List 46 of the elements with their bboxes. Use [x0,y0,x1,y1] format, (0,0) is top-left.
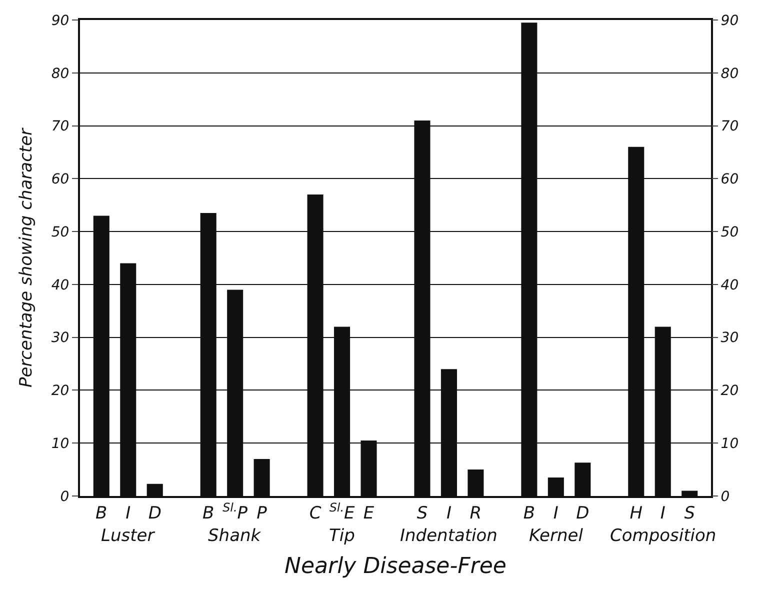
y2-tick-label: 60 [720,172,739,188]
text: Tip [329,526,356,546]
y2-tick-label: 90 [720,12,739,29]
x-tick-label: I [126,503,131,524]
y-tick-label: 20 [51,383,70,400]
y2-tick-label: 50 [720,224,739,240]
y2-tick-label: 80 [720,66,739,82]
x-tick-label: I [446,503,452,524]
text: Shank [208,526,262,546]
x-tick-label: D [576,503,590,524]
x-tick-label: P [256,503,268,524]
y2-tick-label: 70 [720,118,739,135]
x-tick-label: E [363,503,374,524]
x-tick-label: I [660,503,666,524]
y-axis-title: Percentage showing character [16,127,36,388]
y-tick-label: 10 [51,436,70,452]
y2-tick-label: 30 [720,330,739,346]
x-tick-label: S [416,503,428,524]
y-tick-label: 80 [51,66,70,82]
x-tick-label: B [202,503,214,524]
y-tick-label: 70 [51,118,70,135]
x-tick-label: C [309,503,322,524]
x-tick-label: $^{Sl.}$E [329,500,355,524]
text: Kernel [529,526,584,546]
y-tick-label: 0 [60,488,70,505]
text: Luster [101,526,156,546]
x-tick-label: S [684,503,696,524]
x-tick-label: H [630,503,643,524]
y-tick-label: 60 [51,172,70,188]
x-tick-label: $^{Sl.}$P [222,500,248,524]
x-tick-label: B [523,503,536,524]
y-tick-label: 50 [51,224,70,240]
x-tick-label: I [553,503,558,524]
x-tick-label: B [96,503,108,524]
text: Indentation [400,526,498,546]
y2-tick-label: 0 [720,488,730,505]
y-tick-label: 30 [51,330,70,346]
text: Composition [610,526,716,546]
y2-tick-label: 20 [720,383,739,400]
x-axis-title: Nearly Disease-Free [284,554,506,579]
x-tick-label: R [470,503,482,524]
y-tick-label: 40 [51,277,70,294]
y2-tick-label: 10 [720,436,739,452]
y2-tick-label: 40 [720,277,739,294]
y-tick-label: 90 [51,12,70,29]
x-tick-label: D [148,503,162,524]
